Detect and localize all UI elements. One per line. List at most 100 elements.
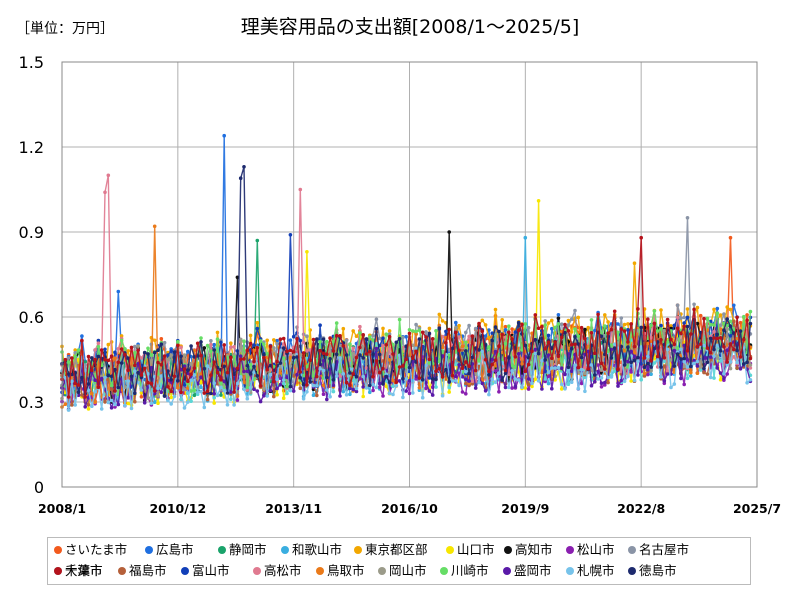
data-point	[308, 358, 313, 363]
data-point	[725, 360, 729, 364]
data-point	[702, 366, 706, 371]
data-point	[146, 395, 150, 400]
data-point	[202, 405, 207, 410]
data-point	[374, 327, 379, 331]
data-point	[473, 386, 478, 390]
data-point	[447, 385, 452, 390]
data-point	[212, 395, 216, 400]
x-tick-label: 2010/12	[149, 501, 206, 516]
data-point	[245, 396, 250, 401]
data-point	[351, 346, 356, 351]
data-point	[377, 336, 382, 341]
data-point	[401, 335, 405, 340]
legend-item: 徳島市	[628, 562, 677, 580]
data-point	[209, 373, 213, 377]
data-point	[642, 371, 647, 376]
data-point	[387, 391, 392, 396]
data-point	[646, 372, 650, 377]
data-point	[520, 385, 524, 390]
data-point	[156, 394, 160, 398]
data-point	[728, 324, 733, 329]
data-point	[149, 401, 154, 406]
data-point	[659, 323, 663, 328]
data-point	[202, 391, 207, 395]
data-point	[374, 359, 379, 363]
data-point	[612, 309, 617, 314]
data-point	[358, 324, 362, 329]
legend-item: 静岡市	[218, 541, 267, 559]
data-point	[235, 398, 240, 402]
data-point	[414, 377, 418, 381]
data-point	[483, 357, 488, 362]
data-point	[493, 369, 498, 373]
data-point	[189, 344, 193, 348]
data-point	[705, 316, 710, 321]
data-point	[464, 349, 468, 353]
legend: さいたま市 広島市 静岡市 和歌山市 東京都区部 山口市 高知市 松山市 名古屋市 大津市 福島市富…	[47, 537, 751, 585]
series-lines	[60, 133, 753, 412]
data-point	[152, 400, 157, 405]
data-point	[507, 330, 511, 335]
data-point	[272, 379, 276, 384]
data-point	[265, 394, 270, 398]
data-point	[745, 318, 749, 323]
data-point	[566, 323, 571, 327]
data-point	[321, 368, 326, 373]
data-point	[387, 332, 392, 336]
data-point	[480, 349, 485, 354]
data-point	[222, 133, 226, 138]
data-point	[533, 351, 538, 356]
data-point	[480, 318, 485, 323]
data-point	[500, 378, 505, 383]
data-point	[732, 319, 736, 324]
data-point	[715, 332, 720, 337]
data-point	[321, 337, 326, 342]
data-point	[467, 379, 471, 383]
data-point	[169, 395, 173, 400]
data-point	[712, 347, 716, 352]
data-point	[215, 393, 220, 398]
data-point	[702, 370, 706, 375]
data-point	[341, 344, 346, 348]
data-point	[493, 358, 498, 362]
data-point	[652, 309, 657, 313]
data-point	[715, 356, 720, 360]
legend-label: 岡山市	[389, 563, 427, 578]
data-point	[222, 343, 226, 347]
data-point	[742, 362, 746, 366]
data-point	[725, 372, 729, 376]
data-point	[715, 306, 720, 311]
data-point	[556, 322, 561, 326]
data-point	[381, 394, 385, 398]
data-point	[540, 324, 544, 329]
data-point	[351, 378, 356, 383]
data-point	[424, 330, 428, 334]
data-point	[444, 329, 448, 334]
data-point	[682, 324, 686, 329]
data-point	[606, 331, 610, 336]
data-point	[559, 366, 564, 371]
data-point	[298, 187, 303, 192]
data-point	[334, 321, 339, 325]
data-point	[199, 385, 203, 390]
data-point	[735, 360, 739, 365]
data-point	[139, 395, 144, 399]
data-point	[546, 374, 551, 379]
legend-marker-icon	[253, 567, 261, 575]
data-point	[649, 372, 653, 377]
legend-label: 川崎市	[451, 563, 489, 578]
data-point	[457, 323, 461, 328]
data-point	[659, 327, 663, 331]
data-point	[639, 325, 643, 330]
data-point	[735, 348, 739, 353]
data-point	[245, 364, 250, 368]
data-point	[596, 377, 600, 381]
data-point	[417, 328, 422, 333]
data-point	[96, 338, 101, 343]
legend-marker-icon	[446, 546, 454, 554]
legend-marker-icon	[181, 567, 189, 575]
data-point	[695, 359, 700, 364]
data-point	[331, 349, 336, 353]
data-point	[298, 338, 303, 343]
data-point	[229, 341, 233, 346]
